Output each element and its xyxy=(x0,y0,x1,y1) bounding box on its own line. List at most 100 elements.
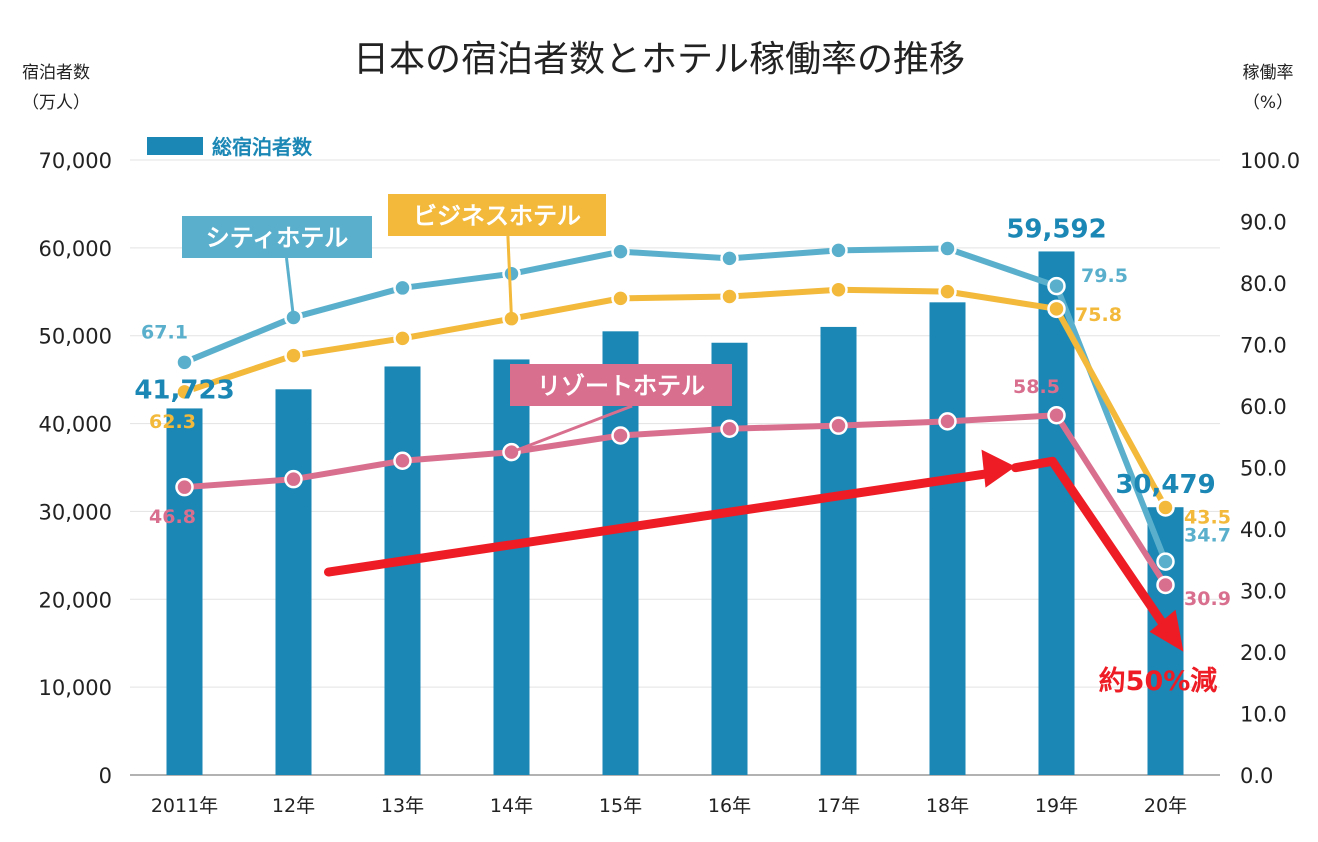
arrow-up-shaft xyxy=(324,469,992,577)
bar xyxy=(384,366,421,775)
legend-swatch xyxy=(147,137,203,155)
bar xyxy=(820,326,857,775)
right-tick-label: 50.0 xyxy=(1240,457,1287,481)
x-tick-label: 20年 xyxy=(1144,795,1187,817)
bar-value-label: 30,479 xyxy=(1115,470,1215,500)
callout-box xyxy=(182,216,372,258)
legend-label: 総宿泊者数 xyxy=(212,135,313,159)
series-point xyxy=(938,282,957,301)
series-point xyxy=(393,329,412,348)
bar xyxy=(166,408,203,775)
x-tick-label: 16年 xyxy=(708,795,751,817)
bar xyxy=(1038,251,1075,775)
bar-series xyxy=(166,251,1184,775)
left-axis-unit: （万人） xyxy=(22,93,90,113)
series-point xyxy=(284,346,303,365)
right-tick-label: 40.0 xyxy=(1240,518,1287,542)
right-tick-label: 80.0 xyxy=(1240,272,1287,296)
series-point xyxy=(1156,575,1175,595)
series-point xyxy=(611,242,630,261)
series-point xyxy=(175,477,194,497)
right-axis-label: 稼働率 xyxy=(1242,63,1294,83)
series-point xyxy=(502,264,521,284)
line-series xyxy=(175,239,1175,595)
bar-value-label: 41,723 xyxy=(134,375,234,405)
series-point xyxy=(1156,552,1175,571)
left-axis-label: 宿泊者数 xyxy=(22,63,90,83)
series-point xyxy=(829,241,848,260)
axes: 0 10,000 20,000 30,000 40,000 50,000 60,000 70,… xyxy=(39,149,1301,817)
callout-box xyxy=(388,194,606,236)
series-point xyxy=(938,412,957,431)
x-tick-label: 17年 xyxy=(817,795,860,817)
line-value-label: 79.5 xyxy=(1081,265,1128,287)
gridlines xyxy=(130,159,1220,776)
series-point xyxy=(611,426,630,445)
left-tick-label: 30,000 xyxy=(39,500,112,524)
left-tick-label: 50,000 xyxy=(39,325,112,349)
line-value-label: 75.8 xyxy=(1075,304,1122,326)
line-value-label: 62.3 xyxy=(149,411,196,433)
series-point xyxy=(1047,299,1066,319)
right-tick-label: 100.0 xyxy=(1240,149,1300,173)
series-point xyxy=(938,239,957,258)
left-axis-title: 宿泊者数 （万人） xyxy=(10,58,102,118)
series-point xyxy=(175,353,194,372)
series-line xyxy=(183,245,1169,563)
series-point xyxy=(284,469,303,489)
chart-title: 日本の宿泊者数とホテル稼働率の推移 xyxy=(352,39,965,80)
x-tick-label: 13年 xyxy=(381,795,424,817)
data-labels: 41,723 59,592 30,479 67.1 79.5 34.7 62.3 75.8 43… xyxy=(134,214,1231,610)
left-tick-label: 70,000 xyxy=(39,149,112,173)
callout-pointer xyxy=(285,257,295,318)
series-point xyxy=(611,289,630,308)
callout-label: ビジネスホテル xyxy=(413,202,581,230)
series-point xyxy=(1156,498,1175,517)
x-tick-label: 15年 xyxy=(599,795,642,817)
bar xyxy=(493,359,530,775)
series-point xyxy=(829,416,848,435)
x-tick-label: 19年 xyxy=(1035,795,1078,817)
callout-pointer xyxy=(506,235,513,319)
line-value-label: 67.1 xyxy=(141,321,188,343)
left-tick-label: 20,000 xyxy=(39,588,112,612)
x-tick-label: 2011年 xyxy=(151,795,218,817)
series-point xyxy=(720,249,739,268)
series-point xyxy=(175,382,194,402)
legend: 総宿泊者数 xyxy=(147,135,313,159)
series-point xyxy=(1047,276,1066,296)
bar xyxy=(275,389,312,775)
right-tick-label: 90.0 xyxy=(1240,211,1287,235)
line-value-label: 43.5 xyxy=(1184,506,1231,528)
arrow-up-head xyxy=(981,449,1016,488)
arrow-down-shaft xyxy=(1048,456,1166,627)
right-tick-label: 30.0 xyxy=(1240,580,1287,604)
series-point xyxy=(720,419,739,439)
callout-box xyxy=(510,364,732,406)
x-tick-label: 18年 xyxy=(926,795,969,817)
right-axis-title: 稼働率 （%） xyxy=(1222,58,1314,118)
right-axis-unit: （%） xyxy=(1242,93,1294,113)
x-tick-label: 12年 xyxy=(272,795,315,817)
line-value-label: 30.9 xyxy=(1184,588,1231,610)
left-tick-label: 60,000 xyxy=(39,237,112,261)
x-tick-label: 14年 xyxy=(490,795,533,817)
callout-label: リゾートホテル xyxy=(537,372,705,400)
callout-label: シティホテル xyxy=(206,224,349,252)
series-line xyxy=(184,412,1169,587)
left-tick-label: 40,000 xyxy=(39,413,112,437)
arrow-down-head xyxy=(1149,609,1184,652)
trend-arrows xyxy=(324,449,1184,652)
series-point xyxy=(720,287,739,306)
right-tick-label: 20.0 xyxy=(1240,641,1287,665)
callout-pointer xyxy=(510,404,633,454)
series-point xyxy=(393,451,412,470)
left-tick-label: 0 xyxy=(99,764,112,788)
bar-value-label: 59,592 xyxy=(1006,214,1106,244)
series-point xyxy=(829,280,848,300)
right-tick-label: 0.0 xyxy=(1240,764,1273,788)
annotation-decline: 約50%減 xyxy=(1099,665,1218,697)
right-tick-label: 10.0 xyxy=(1240,703,1287,727)
line-value-label: 34.7 xyxy=(1184,525,1231,547)
